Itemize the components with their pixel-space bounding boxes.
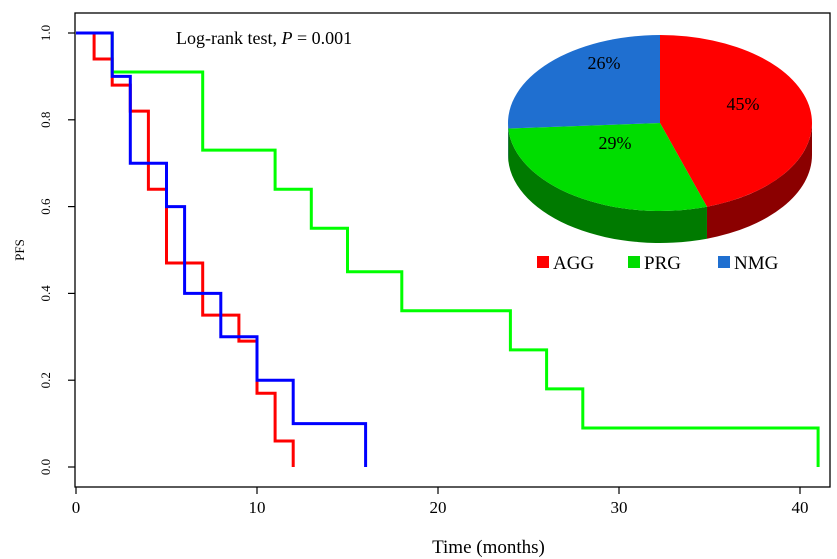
annotation-p-symbol: P bbox=[280, 28, 292, 48]
legend: AGG PRG NMG bbox=[537, 253, 779, 274]
y-axis-label: PFS bbox=[12, 239, 27, 261]
legend-swatch-agg bbox=[537, 256, 549, 268]
pie-label-nmg: 26% bbox=[588, 53, 621, 73]
survival-curves bbox=[76, 31, 820, 467]
x-axis-label: Time (months) bbox=[432, 537, 545, 558]
pie-chart: 45% 29% 26% bbox=[507, 35, 813, 243]
x-tick-label: 20 bbox=[430, 498, 447, 517]
pie-slice-nmg bbox=[507, 35, 660, 129]
pie-label-prg: 29% bbox=[599, 133, 632, 153]
pie-side-agg bbox=[706, 123, 812, 239]
y-axis: 0.0 0.2 0.4 0.6 0.8 1.0 bbox=[38, 25, 75, 475]
legend-swatch-nmg bbox=[718, 256, 730, 268]
y-tick-label: 0.0 bbox=[38, 459, 53, 475]
annotation-prefix: Log-rank test, bbox=[176, 28, 281, 48]
x-axis: 0 10 20 30 40 bbox=[72, 487, 809, 517]
y-tick-label: 1.0 bbox=[38, 25, 53, 41]
log-rank-annotation: Log-rank test, P = 0.001 bbox=[176, 28, 352, 48]
x-tick-label: 10 bbox=[249, 498, 266, 517]
curve-nmg bbox=[76, 31, 368, 467]
plot-area bbox=[74, 12, 831, 488]
pie-label-agg: 45% bbox=[727, 94, 760, 114]
y-tick-label: 0.4 bbox=[38, 285, 53, 302]
x-tick-label: 40 bbox=[792, 498, 809, 517]
legend-label-agg: AGG bbox=[553, 253, 594, 274]
x-tick-label: 0 bbox=[72, 498, 81, 517]
pie-slice-prg bbox=[508, 123, 707, 211]
legend-label-nmg: NMG bbox=[734, 253, 779, 274]
curve-prg bbox=[76, 31, 820, 467]
legend-label-prg: PRG bbox=[644, 253, 681, 274]
x-tick-label: 30 bbox=[611, 498, 628, 517]
legend-swatch-prg bbox=[628, 256, 640, 268]
annotation-suffix: = 0.001 bbox=[292, 28, 352, 48]
pie-slice-agg bbox=[660, 35, 813, 207]
y-tick-label: 0.6 bbox=[38, 198, 53, 215]
y-tick-label: 0.8 bbox=[38, 112, 53, 128]
pie-side-prg bbox=[508, 128, 707, 243]
y-tick-label: 0.2 bbox=[38, 372, 53, 388]
